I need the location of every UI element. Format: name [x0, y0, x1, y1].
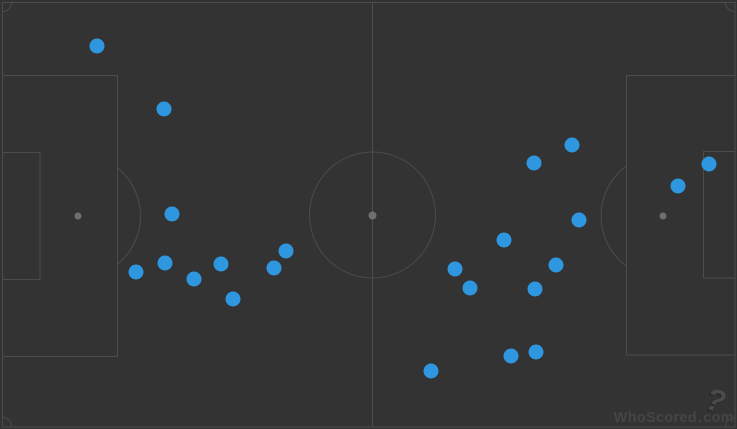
touch-dot[interactable]: [447, 261, 463, 277]
touch-dot[interactable]: [423, 363, 439, 379]
touch-dot[interactable]: [548, 257, 564, 273]
corner-arc-top-right-icon: [725, 2, 735, 12]
pitch-spots-layer: [74, 211, 667, 220]
touch-dot[interactable]: [128, 264, 144, 280]
penalty-arc-right: [600, 165, 627, 267]
penalty-arc-left: [117, 167, 141, 265]
touch-dot[interactable]: [503, 348, 519, 364]
touch-dot[interactable]: [462, 280, 478, 296]
center-circle: [309, 151, 436, 279]
touch-dot[interactable]: [527, 281, 543, 297]
touch-dot[interactable]: [526, 155, 542, 171]
penalty-spot-right: [659, 212, 667, 220]
touch-dot[interactable]: [701, 156, 717, 172]
touch-dot[interactable]: [225, 291, 241, 307]
penalty-area-left: [2, 75, 118, 357]
touch-dot[interactable]: [186, 271, 202, 287]
corner-arc-bottom-left-icon: [2, 417, 12, 427]
corner-arc-bottom-right-icon: [725, 417, 735, 427]
touch-dot[interactable]: [564, 137, 580, 153]
six-yard-box-left: [2, 152, 41, 280]
touch-dot[interactable]: [528, 344, 544, 360]
corner-arc-top-left-icon: [2, 2, 12, 12]
touch-dot[interactable]: [89, 38, 105, 54]
penalty-spot-left: [74, 212, 82, 220]
touch-dot[interactable]: [157, 255, 173, 271]
six-yard-box-right: [703, 151, 736, 279]
touch-dot[interactable]: [164, 206, 180, 222]
center-spot: [368, 211, 377, 220]
penalty-area-right: [626, 75, 736, 356]
touch-dot[interactable]: [266, 260, 282, 276]
touch-dot[interactable]: [571, 212, 587, 228]
touch-dot[interactable]: [670, 178, 686, 194]
touch-dots-layer: [89, 38, 717, 379]
touch-dot[interactable]: [278, 243, 294, 259]
touch-dot[interactable]: [496, 232, 512, 248]
touch-dot[interactable]: [156, 101, 172, 117]
touch-dot[interactable]: [213, 256, 229, 272]
